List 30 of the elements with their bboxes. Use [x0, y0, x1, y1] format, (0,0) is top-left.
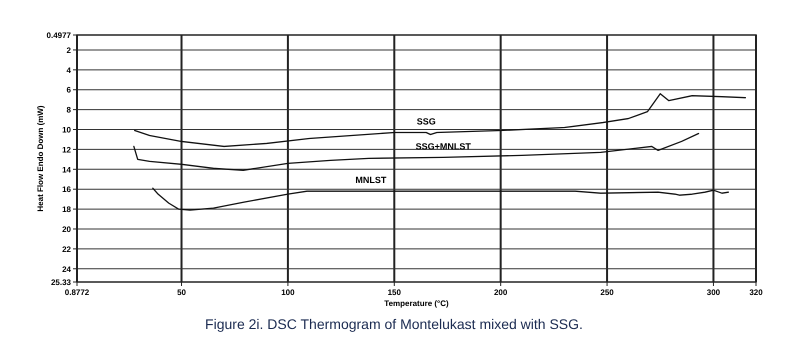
y-tick-label: 0.4977	[46, 31, 72, 40]
line-series	[133, 132, 700, 171]
y-tick-label: 10	[62, 126, 72, 135]
series-label: SSG+MNLST	[416, 141, 472, 152]
y-tick-label: 18	[62, 205, 72, 214]
x-tick-label: 200	[494, 288, 508, 297]
y-tick-label: 22	[62, 244, 72, 254]
y-tick-label: 12	[62, 145, 72, 154]
y-tick-label: 16	[62, 185, 72, 194]
caption: Figure 2i. DSC Thermogram of Montelukast mixed with SSG.	[205, 316, 583, 332]
y-tick-label: 2	[66, 46, 72, 55]
series-label: SSG	[416, 116, 436, 126]
y-tick-label: 6	[66, 86, 72, 95]
y-tick-label: 14	[62, 165, 72, 174]
y-tick-label: 8	[66, 106, 72, 115]
x-axis-title: Temperature (°C)	[384, 299, 450, 308]
x-tick-label: 150	[388, 288, 402, 297]
y-tick-label: 25.33	[50, 278, 72, 287]
y-tick-label: 24	[62, 264, 72, 274]
x-tick-label: 300	[706, 288, 721, 297]
x-tick-label: 250	[600, 288, 614, 297]
y-tick-label: 20	[62, 224, 72, 234]
series-label: MNLST	[355, 175, 387, 186]
x-tick-label: 0.8772	[64, 288, 90, 297]
x-tick-label: 100	[281, 288, 296, 297]
line-series	[152, 188, 729, 211]
y-tick-label: 4	[66, 66, 72, 75]
x-tick-label: 50	[177, 288, 187, 297]
y-axis-title: Heat Flow Endo Down (mW)	[36, 105, 45, 212]
x-tick-label: 320	[749, 288, 764, 297]
